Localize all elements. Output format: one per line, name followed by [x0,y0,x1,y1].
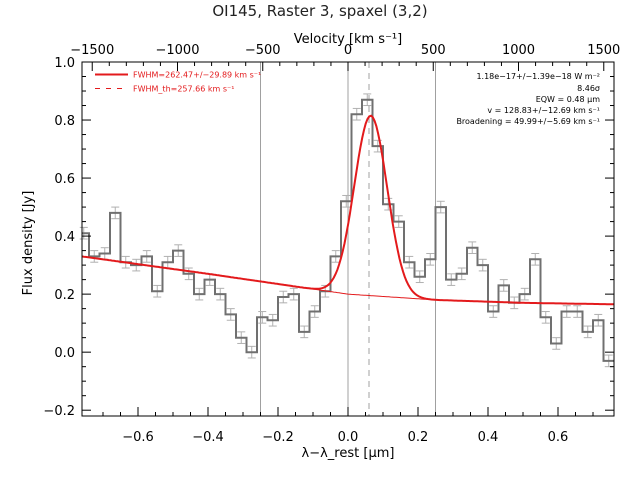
top-tick-label: 500 [421,43,446,58]
top-axis-title: Velocity [km s⁻¹] [294,32,402,47]
data-step-series [82,98,614,362]
x-axis-title: λ−λ_rest [μm] [302,446,395,461]
reference-lines [260,62,436,416]
x-tick-label: 0.2 [408,430,429,445]
annotation-velocity: v = 128.83+/−12.69 km s⁻¹ [487,106,600,115]
y-tick-label: 0.8 [54,114,75,129]
y-tick-label: 0.6 [54,172,75,187]
top-tick-label: 1500 [587,43,620,58]
y-axis-title: Flux density [Jy] [21,191,36,296]
y-tick-label: 0.4 [54,230,75,245]
data-step-line [82,98,614,362]
y-tick-label: 0.0 [54,346,75,361]
annotation-eqw: EQW = 0.48 μm [536,95,600,104]
annotation-significance: 8.46σ [577,84,600,93]
top-tick-label: −500 [245,43,281,58]
legend: FWHM=262.47+/−29.89 km s⁻¹ FWHM_th=257.6… [95,71,261,94]
x-tick-label: −0.6 [122,430,154,445]
x-tick-label: 0.6 [548,430,569,445]
x-tick-label: −0.2 [262,430,294,445]
annotation-broadening: Broadening = 49.99+/−5.69 km s⁻¹ [456,117,600,126]
top-tick-label: 0 [344,43,352,58]
fit-curves [81,114,614,306]
top-tick-label: −1000 [155,43,199,58]
gaussian-fit-line [81,114,614,306]
x-tick-label: 0.4 [478,430,499,445]
x-tick-label: −0.4 [192,430,224,445]
legend-label-fwhm-th: FWHM_th=257.66 km s⁻¹ [133,85,234,94]
fit-annotations: 1.18e−17+/−1.39e−18 W m⁻² 8.46σ EQW = 0.… [456,72,600,126]
y-tick-label: 1.0 [54,56,75,71]
x-tick-label: 0.0 [338,430,359,445]
axis-ticks [82,61,614,416]
chart-title: OI145, Raster 3, spaxel (3,2) [212,2,427,20]
top-tick-label: −1500 [70,43,114,58]
top-tick-label: 1000 [502,43,535,58]
legend-label-fwhm: FWHM=262.47+/−29.89 km s⁻¹ [133,71,261,80]
axis-tick-labels: −0.6 −0.4 −0.2 0.0 0.2 0.4 0.6 −0.2 0.0 0.2 0.4 0.6… [43,43,620,445]
y-tick-label: 0.2 [54,288,75,303]
y-tick-label: −0.2 [43,404,75,419]
annotation-flux: 1.18e−17+/−1.39e−18 W m⁻² [476,72,600,81]
